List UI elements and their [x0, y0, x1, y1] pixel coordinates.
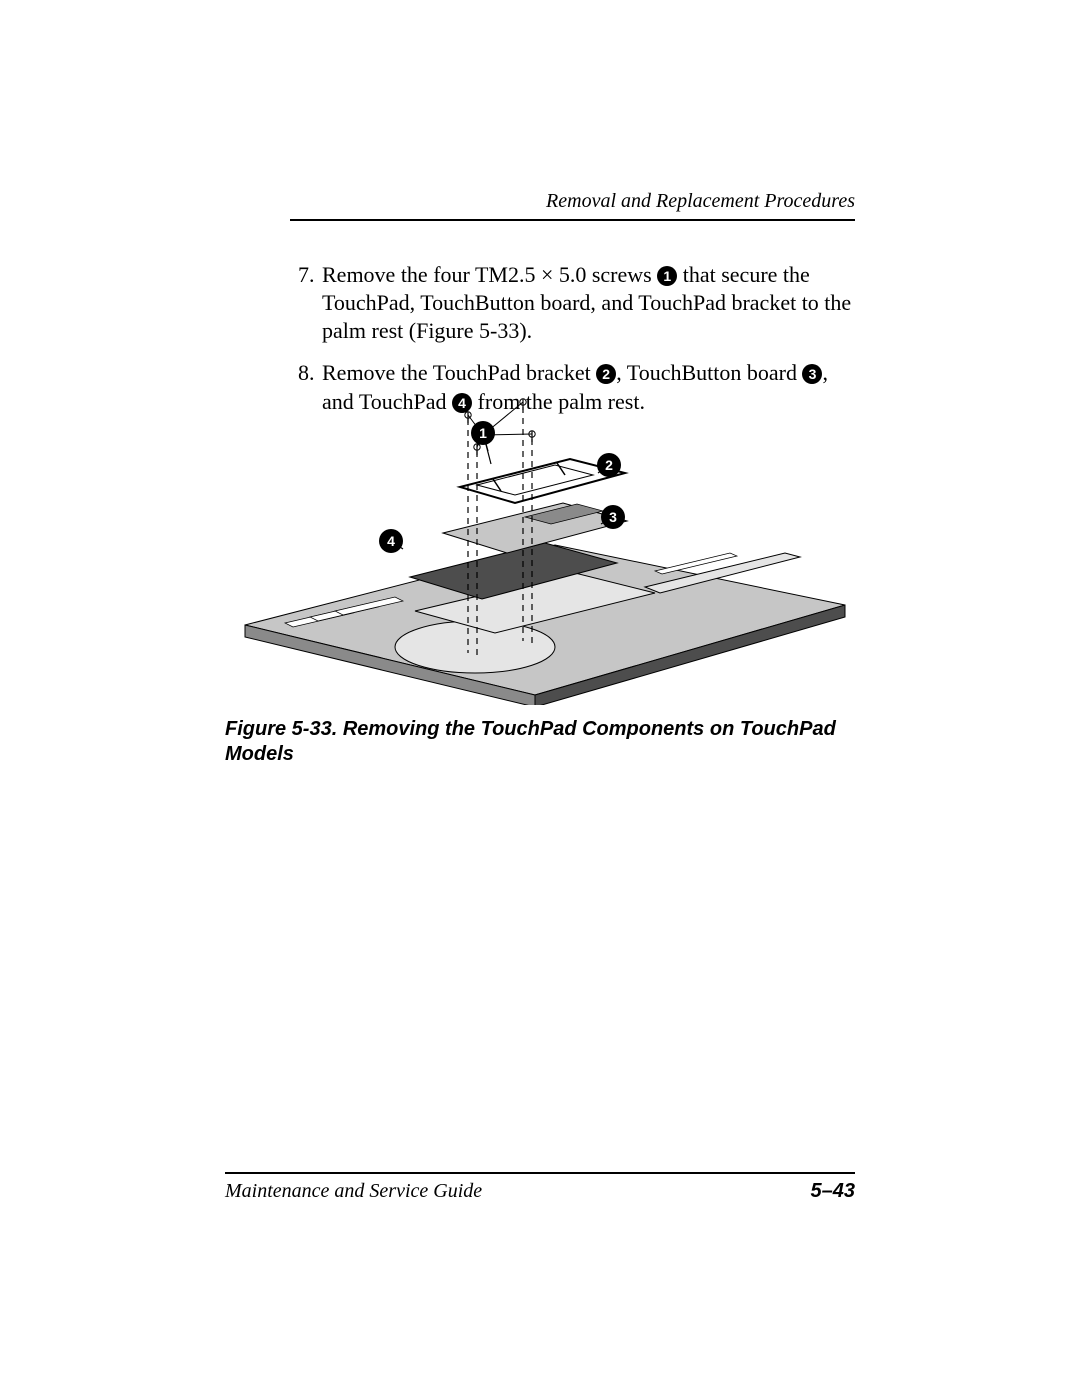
callout-ref-3-icon: 3 — [802, 364, 822, 384]
step-7: Remove the four TM2.5 × 5.0 screws 1 tha… — [320, 261, 855, 345]
figure-5-33: 1 2 3 4 Figure 5-33. Removing the TouchPad … — [225, 395, 865, 767]
section-title: Removal and Replacement Procedures — [290, 190, 855, 213]
svg-text:2: 2 — [605, 457, 613, 473]
svg-text:3: 3 — [609, 509, 617, 525]
footer-rule — [225, 1172, 855, 1174]
svg-text:4: 4 — [387, 533, 395, 549]
svg-text:1: 1 — [479, 425, 487, 441]
page: Removal and Replacement Procedures Remov… — [0, 0, 1080, 1397]
figure-caption: Figure 5-33. Removing the TouchPad Compo… — [225, 717, 865, 767]
callout-ref-2-icon: 2 — [596, 364, 616, 384]
callout-ref-1-icon: 1 — [657, 266, 677, 286]
exploded-view-diagram-icon: 1 2 3 4 — [225, 395, 865, 705]
step-7-text-a: Remove the four TM2.5 × 5.0 screws — [322, 262, 657, 287]
step-8-seg-0: Remove the TouchPad bracket — [322, 360, 596, 385]
page-number: 5–43 — [811, 1180, 856, 1203]
step-list: Remove the four TM2.5 × 5.0 screws 1 tha… — [290, 261, 855, 416]
header-rule — [290, 219, 855, 221]
step-8-seg-2: , TouchButton board — [616, 360, 802, 385]
page-footer: Maintenance and Service Guide 5–43 — [225, 1172, 855, 1203]
footer-guide-title: Maintenance and Service Guide — [225, 1180, 482, 1203]
content-column: Removal and Replacement Procedures Remov… — [290, 190, 855, 430]
